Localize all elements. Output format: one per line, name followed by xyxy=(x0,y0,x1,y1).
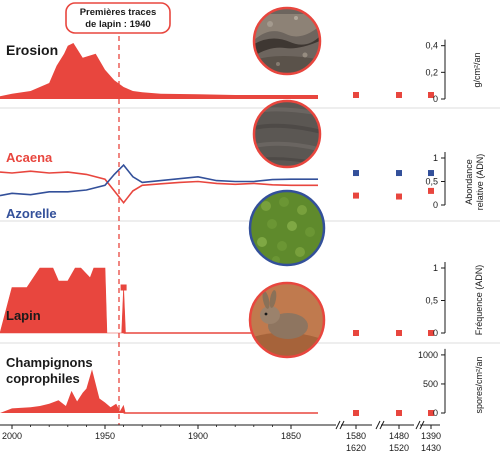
champignons-area xyxy=(0,369,318,413)
acaena-title: Acaena xyxy=(6,150,53,165)
right-axes: 0,4 0,2 0 1 0,5 0 1 0,5 0 1000 500 0 g/cm²/an Abondan… xyxy=(418,39,485,418)
erosion-break-point-1580-1620 xyxy=(353,92,359,98)
coprophiles-title: coprophiles xyxy=(6,371,80,386)
champignons-plot xyxy=(0,369,318,414)
azorelle-title: Azorelle xyxy=(6,206,57,221)
lapin-1940-marker xyxy=(120,284,127,291)
erosion-area xyxy=(0,43,318,99)
acaena-y-tick-label: 0 xyxy=(433,200,438,210)
azorelle-break-point-1480-1520 xyxy=(396,170,402,177)
lapin-y-tick-label: 0,5 xyxy=(425,296,438,306)
x-break-tick-label-bottom: 1520 xyxy=(389,443,409,453)
x-axis: 2000 1950 1900 1850 1580 1620 1480 1520 1390 1430 xyxy=(0,420,441,453)
lapin-y-tick-label: 0 xyxy=(433,328,438,338)
axis-break-mark xyxy=(415,420,421,430)
rabbit-photo xyxy=(248,281,326,359)
acaena-line xyxy=(0,170,318,204)
champignons-break-point-1480-1520 xyxy=(396,410,402,416)
champignons-break-point-1390-1430 xyxy=(428,410,434,416)
acaena-y-label-2: relative (ADN) xyxy=(475,154,485,211)
acaena-y-tick-label: 0,5 xyxy=(425,177,438,187)
erosion-y-tick-label: 0 xyxy=(433,94,438,104)
erosion-y-tick-label: 0,2 xyxy=(425,67,438,77)
erosion-y-label: g/cm²/an xyxy=(472,52,482,87)
champignons-y-label: spores/cm²/an xyxy=(474,356,484,413)
callout-line-2: de lapin : 1940 xyxy=(85,19,150,30)
x-tick-label: 2000 xyxy=(2,431,22,441)
x-tick-label: 1950 xyxy=(95,431,115,441)
erosion-title: Erosion xyxy=(6,42,58,58)
erosion-plot xyxy=(0,43,318,99)
azorelle-break-point-1390-1430 xyxy=(428,170,434,177)
erosion-break-point-1390-1430 xyxy=(428,92,434,98)
champignons-break-point-1580-1620 xyxy=(353,410,359,416)
acaena-y-tick-label: 1 xyxy=(433,153,438,163)
x-break-tick-label-top: 1480 xyxy=(389,431,409,441)
erosion-break-point-1480-1520 xyxy=(396,92,402,98)
axis-break-mark xyxy=(419,420,425,430)
lapin-y-tick-label: 1 xyxy=(433,263,438,273)
lapin-break-point-1390-1430 xyxy=(428,330,434,336)
x-break-tick-label-top: 1580 xyxy=(346,431,366,441)
azorelle-break-point-1580-1620 xyxy=(353,170,359,177)
lapin-break-point-1580-1620 xyxy=(353,330,359,336)
axis-break-mark xyxy=(335,420,341,430)
axis-break-mark xyxy=(379,420,385,430)
x-break-tick-label-bottom: 1430 xyxy=(421,443,441,453)
x-break-tick-label-bottom: 1620 xyxy=(346,443,366,453)
lapin-break-point-1480-1520 xyxy=(396,330,402,336)
x-tick-label: 1850 xyxy=(281,431,301,441)
lapin-title: Lapin xyxy=(6,308,41,323)
champignons-y-tick-label: 500 xyxy=(423,379,438,389)
erosion-y-tick-label: 0,4 xyxy=(425,41,438,51)
azorelle-line xyxy=(0,163,318,197)
break-markers xyxy=(353,92,434,416)
champignons-y-tick-label: 1000 xyxy=(418,350,438,360)
axis-break-mark xyxy=(375,420,381,430)
acaena-break-point-1580-1620 xyxy=(353,192,359,199)
acaena-azorelle-plot xyxy=(0,163,318,204)
acaena-break-point-1390-1430 xyxy=(428,187,434,194)
azorelle-cushion-photo xyxy=(248,189,326,267)
acaena-plant-photo xyxy=(252,99,322,169)
x-break-tick-label-top: 1390 xyxy=(421,431,441,441)
x-tick-label: 1900 xyxy=(188,431,208,441)
acaena-break-point-1480-1520 xyxy=(396,193,402,200)
champignons-y-tick-label: 0 xyxy=(433,408,438,418)
callout-line-1: Premières traces xyxy=(80,7,157,18)
rabbit-callout: Premières traces de lapin : 1940 xyxy=(65,2,171,34)
acaena-y-label-1: Abondance xyxy=(464,159,474,205)
axis-break-mark xyxy=(339,420,345,430)
lapin-y-label: Fréquence (ADN) xyxy=(474,265,484,336)
champignons-title: Champignons xyxy=(6,355,93,370)
eroded-soil-photo xyxy=(252,6,322,76)
